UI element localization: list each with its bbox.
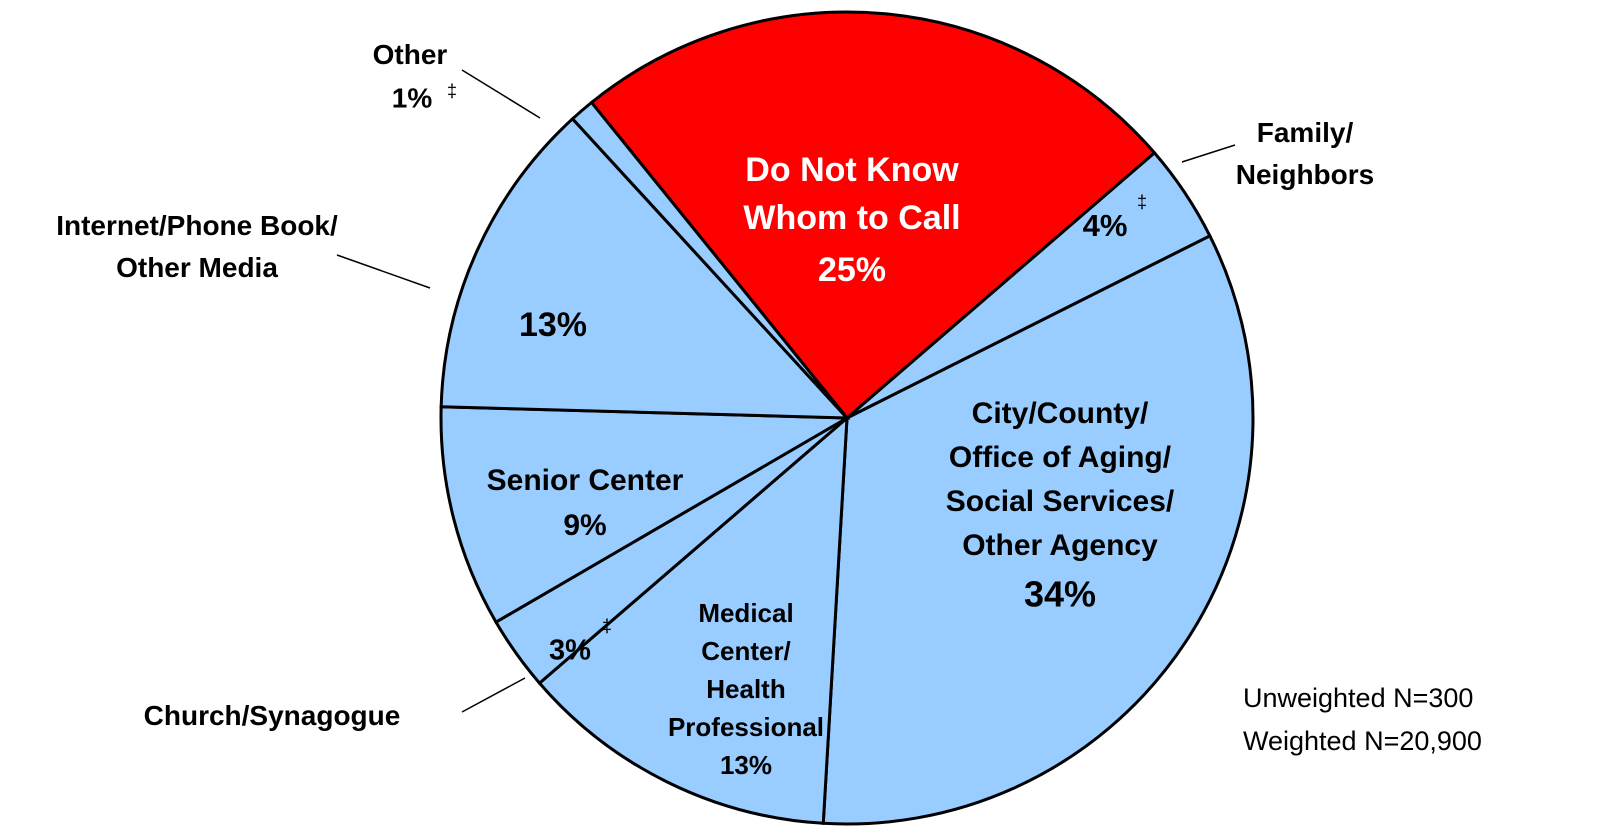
- label-line: Do Not Know: [745, 151, 959, 189]
- slice-label: City/County/Office of Aging/Social Servi…: [946, 397, 1175, 562]
- label-line: Other Media: [116, 252, 278, 283]
- slice-label: Family/Neighbors: [1236, 117, 1374, 190]
- label-line: Health: [706, 674, 785, 704]
- label-line: Social Services/: [946, 485, 1175, 518]
- pie-slice: [537, 414, 849, 825]
- label-line: Internet/Phone Book/: [56, 210, 338, 241]
- slice-label: Medical Center/Health Professional: [668, 598, 824, 742]
- label-line: Professional: [668, 712, 824, 742]
- footnote-mark: ‡: [1137, 192, 1147, 212]
- pie-slice: [439, 405, 853, 625]
- pie-slice: [821, 233, 1255, 826]
- pie-slice: [589, 10, 1157, 421]
- value-label: 9%: [563, 509, 606, 542]
- leader-line: [1181, 144, 1236, 163]
- label-line: Senior Center: [487, 464, 684, 497]
- footnote-mark: ‡: [602, 616, 612, 636]
- value-label: 34%: [1024, 574, 1096, 615]
- label-line: Office of Aging/: [949, 441, 1172, 474]
- leader-line: [461, 69, 541, 119]
- leader-line: [461, 677, 526, 713]
- leader-line: [336, 254, 431, 289]
- value-label: 13%: [519, 306, 587, 344]
- slice-label: Senior Center: [487, 464, 684, 497]
- slice-label: Do Not Know Whom to Call: [743, 151, 960, 237]
- label-line: Church/Synagogue: [144, 700, 401, 731]
- label-line: Family/: [1257, 117, 1354, 148]
- label-line: Whom to Call: [743, 199, 960, 237]
- label-line: Medical: [698, 598, 793, 628]
- value-label: 1%: [392, 82, 433, 113]
- note: Unweighted N=300: [1243, 683, 1473, 713]
- value-label: 4%: [1083, 208, 1128, 243]
- value-label: 25%: [818, 251, 886, 289]
- label-line: Other: [373, 39, 448, 70]
- note: Weighted N=20,900: [1243, 726, 1482, 756]
- pie: [439, 10, 1255, 826]
- pie-slice: [570, 100, 849, 420]
- label-line: Other Agency: [962, 529, 1158, 562]
- footnote-mark: ‡: [447, 81, 457, 101]
- slice-label: Internet/Phone Book/Other Media: [56, 210, 338, 283]
- slice-label: Church/Synagogue: [144, 700, 401, 731]
- pie-slice: [439, 116, 851, 420]
- label-line: Neighbors: [1236, 159, 1374, 190]
- value-label: 13%: [720, 750, 772, 780]
- slice-label: Other: [373, 39, 448, 70]
- label-line: Center/: [701, 636, 791, 666]
- label-line: City/County/: [972, 397, 1149, 430]
- value-label: 3%: [549, 635, 591, 667]
